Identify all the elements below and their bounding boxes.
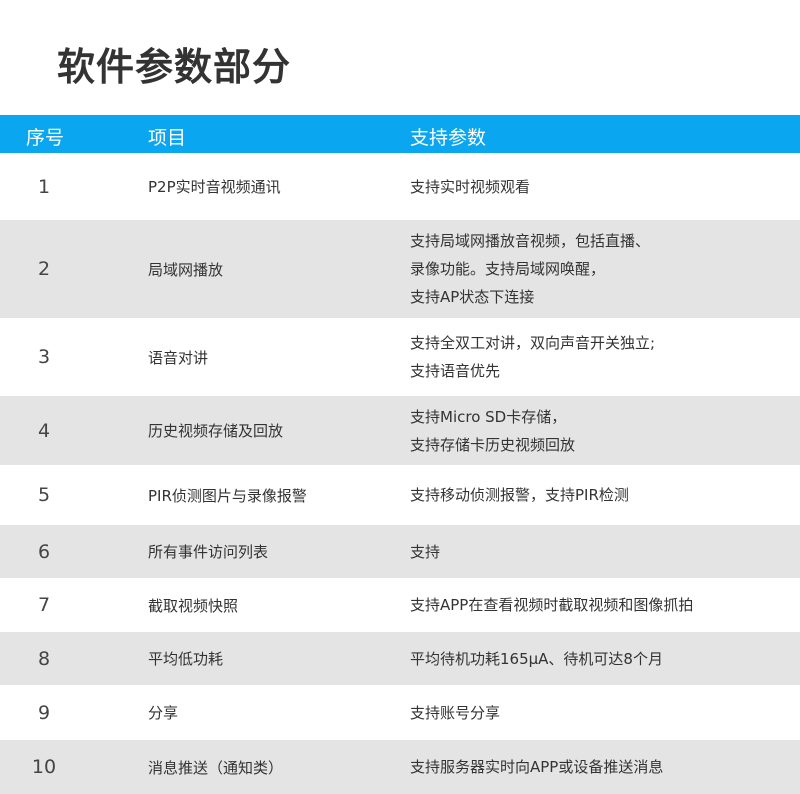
row-item: 局域网播放	[148, 260, 224, 279]
page-title: 软件参数部分	[57, 45, 292, 89]
row-num: 3	[37, 346, 51, 368]
row-param: 支持Micro SD卡存储， 支持存储卡历史视频回放	[410, 407, 576, 454]
table-row: 8 平均低功耗 平均待机功耗165μA、待机可达8个月	[0, 632, 800, 685]
row-num: 9	[37, 701, 51, 724]
table-row: 7 截取视频快照 支持APP在查看视频时截取视频和图像抓拍	[0, 578, 800, 632]
row-num: 6	[37, 540, 51, 563]
row-num: 5	[37, 484, 51, 506]
row-item: 消息推送（通知类）	[148, 758, 284, 777]
row-item: 截取视频快照	[148, 596, 239, 615]
header-item: 项目	[148, 127, 187, 149]
header-param: 支持参数	[410, 127, 487, 149]
row-item: 所有事件访问列表	[148, 543, 269, 561]
row-param: 支持	[410, 542, 441, 561]
table-row: 1 P2P实时音视频通讯 支持实时视频观看	[0, 153, 800, 220]
row-item: 平均低功耗	[148, 650, 224, 668]
spec-table: 1 P2P实时音视频通讯 支持实时视频观看 2 局域网播放 支持局域网播放音视频，包括直…	[0, 153, 800, 794]
row-item: P2P实时音视频通讯	[148, 178, 281, 196]
row-num: 7	[37, 594, 51, 616]
table-row: 2 局域网播放 支持局域网播放音视频，包括直播、 录像功能。支持局域网唤醒， 支持A…	[0, 220, 800, 318]
table-row: 10 消息推送（通知类） 支持服务器实时向APP或设备推送消息	[0, 740, 800, 794]
row-param: 支持服务器实时向APP或设备推送消息	[410, 758, 664, 776]
row-num: 10	[31, 756, 57, 778]
row-item: 语音对讲	[148, 348, 209, 367]
row-param: 支持局域网播放音视频，包括直播、 录像功能。支持局域网唤醒， 支持AP状态下连接	[410, 232, 651, 306]
table-row: 6 所有事件访问列表 支持	[0, 525, 800, 578]
row-param: 平均待机功耗165μA、待机可达8个月	[410, 649, 663, 668]
row-num: 4	[37, 419, 51, 442]
header-num: 序号	[26, 127, 65, 149]
row-num: 2	[37, 258, 51, 280]
row-param: 支持实时视频观看	[410, 177, 531, 196]
row-num: 8	[37, 647, 51, 670]
row-param: 支持全双工对讲，双向声音开关独立; 支持语音优先	[410, 334, 656, 380]
row-param: 支持账号分享	[410, 703, 501, 722]
row-item: 历史视频存储及回放	[148, 422, 284, 440]
row-num: 1	[37, 175, 51, 198]
table-row: 5 PIR侦测图片与录像报警 支持移动侦测报警，支持PIR检测	[0, 465, 800, 525]
table-row: 9 分享 支持账号分享	[0, 685, 800, 740]
table-row: 4 历史视频存储及回放 支持Micro SD卡存储， 支持存储卡历史视频回放	[0, 396, 800, 465]
row-param: 支持移动侦测报警，支持PIR检测	[410, 486, 629, 504]
table-row: 3 语音对讲 支持全双工对讲，双向声音开关独立; 支持语音优先	[0, 318, 800, 396]
table-header: 序号 项目 支持参数	[0, 115, 800, 153]
row-param: 支持APP在查看视频时截取视频和图像抓拍	[410, 596, 694, 614]
row-item: PIR侦测图片与录像报警	[148, 486, 307, 505]
row-item: 分享	[148, 704, 179, 722]
